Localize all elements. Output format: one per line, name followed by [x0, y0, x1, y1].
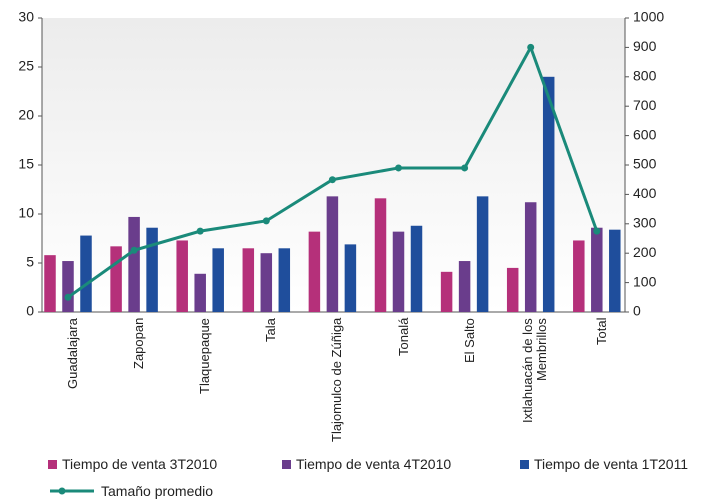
- x-tick-label: Tonalá: [395, 318, 411, 357]
- legend-item: Tiempo de venta 1T2011: [520, 456, 688, 472]
- bar: [609, 229, 621, 312]
- y2-tick-label: 200: [633, 244, 657, 260]
- y-tick-label: 30: [18, 9, 34, 25]
- legend-item: Tiempo de venta 4T2010: [282, 456, 451, 472]
- x-tick-label: El Salto: [461, 318, 477, 363]
- y2-tick-label: 100: [633, 273, 657, 289]
- x-tick-label: Ixtlahuacán de los Membrillos: [519, 318, 549, 423]
- y2-tick-label: 700: [633, 97, 657, 113]
- y-tick-label: 0: [26, 303, 34, 319]
- bar: [524, 202, 537, 312]
- x-tick-label: Tlaquepaque: [197, 318, 213, 394]
- bar: [212, 248, 224, 312]
- y2-tick-label: 1000: [633, 9, 664, 25]
- line-point: [461, 164, 469, 172]
- x-tick-label: Tlajomulco de Zúñiga: [329, 318, 345, 443]
- legend-item: Tiempo de venta 3T2010: [48, 456, 217, 472]
- bar: [260, 253, 273, 312]
- bar: [110, 246, 122, 312]
- bar: [440, 271, 453, 312]
- bar: [506, 267, 519, 312]
- y-tick-label: 10: [18, 205, 34, 221]
- y2-tick-label: 500: [633, 156, 657, 172]
- x-tick-label: Guadalajara: [65, 318, 80, 389]
- bar: [476, 196, 489, 312]
- bar: [194, 273, 206, 312]
- bar: [392, 231, 405, 312]
- bar: [573, 240, 585, 312]
- line-point: [395, 164, 402, 172]
- legend-label: Tiempo de venta 4T2010: [296, 456, 452, 472]
- bar: [410, 225, 423, 312]
- bar: [374, 198, 387, 312]
- legend-label: Tiempo de venta 3T2010: [62, 456, 218, 472]
- y2-tick-label: 600: [633, 126, 657, 142]
- line-point: [527, 43, 535, 51]
- legend-swatch: [48, 459, 57, 469]
- bar: [591, 227, 603, 312]
- legend-item: Tamaño promedio: [48, 483, 213, 499]
- bar: [128, 216, 140, 312]
- x-tick-label: Total: [593, 318, 609, 346]
- bar: [146, 227, 158, 312]
- bar: [326, 196, 339, 312]
- y2-tick-label: 400: [633, 185, 657, 201]
- line-point: [328, 176, 336, 184]
- bar: [458, 261, 471, 312]
- legend-swatch: [520, 459, 529, 469]
- legend-label: Tamaño promedio: [101, 483, 214, 499]
- bar: [176, 240, 188, 312]
- bar: [62, 261, 74, 312]
- x-tick-label: Zapopan: [131, 318, 147, 370]
- line-point: [64, 293, 72, 301]
- bar: [44, 255, 56, 312]
- x-tick-label: Tala: [263, 318, 279, 342]
- bar: [542, 76, 555, 312]
- line-point: [130, 246, 138, 254]
- y-tick-label: 25: [18, 58, 34, 74]
- bar: [344, 244, 357, 312]
- bar: [308, 231, 321, 312]
- legend-label: Tiempo de venta 1T2011: [534, 456, 689, 472]
- legend-swatch: [282, 459, 291, 469]
- y-tick-label: 20: [18, 107, 34, 123]
- bar: [242, 248, 255, 312]
- line-point: [196, 227, 204, 235]
- line-point: [593, 227, 601, 235]
- y2-tick-label: 900: [633, 38, 657, 54]
- bar: [278, 248, 291, 312]
- y-tick-label: 15: [18, 156, 34, 172]
- y2-tick-label: 800: [633, 68, 657, 84]
- y2-tick-label: 300: [633, 215, 657, 231]
- legend-swatch: [48, 486, 96, 496]
- bar: [80, 235, 92, 312]
- y2-tick-label: 0: [633, 303, 641, 319]
- y-tick-label: 5: [26, 254, 34, 270]
- line-point: [262, 217, 270, 225]
